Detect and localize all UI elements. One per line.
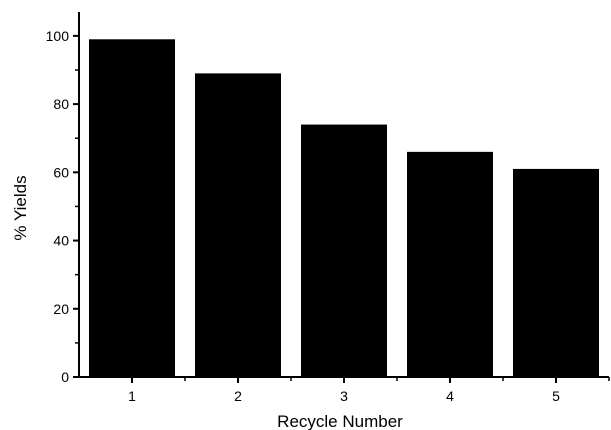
bar-2: [195, 73, 281, 378]
bar-1: [89, 39, 175, 377]
x-tick-label-2: 2: [234, 388, 242, 404]
x-tick-label-4: 4: [446, 388, 454, 404]
x-tick-label-5: 5: [552, 388, 560, 404]
y-tick-label-0: 0: [61, 369, 69, 385]
y-tick-label-40: 40: [53, 233, 69, 249]
bars-group: [89, 39, 599, 378]
y-axis: 0 20 40 60 80 100: [46, 12, 80, 385]
y-tick-label-60: 60: [53, 164, 69, 180]
x-tick-label-3: 3: [340, 388, 348, 404]
bar-3: [301, 124, 387, 377]
bar-4: [407, 151, 493, 377]
x-axis-title: Recycle Number: [277, 412, 403, 430]
y-tick-label-80: 80: [53, 96, 69, 112]
x-tick-label-1: 1: [128, 388, 136, 404]
x-axis: 1 2 3 4 5: [78, 376, 610, 404]
y-axis-title: % Yields: [11, 175, 30, 240]
y-tick-label-20: 20: [53, 301, 69, 317]
y-tick-label-100: 100: [46, 28, 70, 44]
bar-5: [513, 168, 599, 377]
